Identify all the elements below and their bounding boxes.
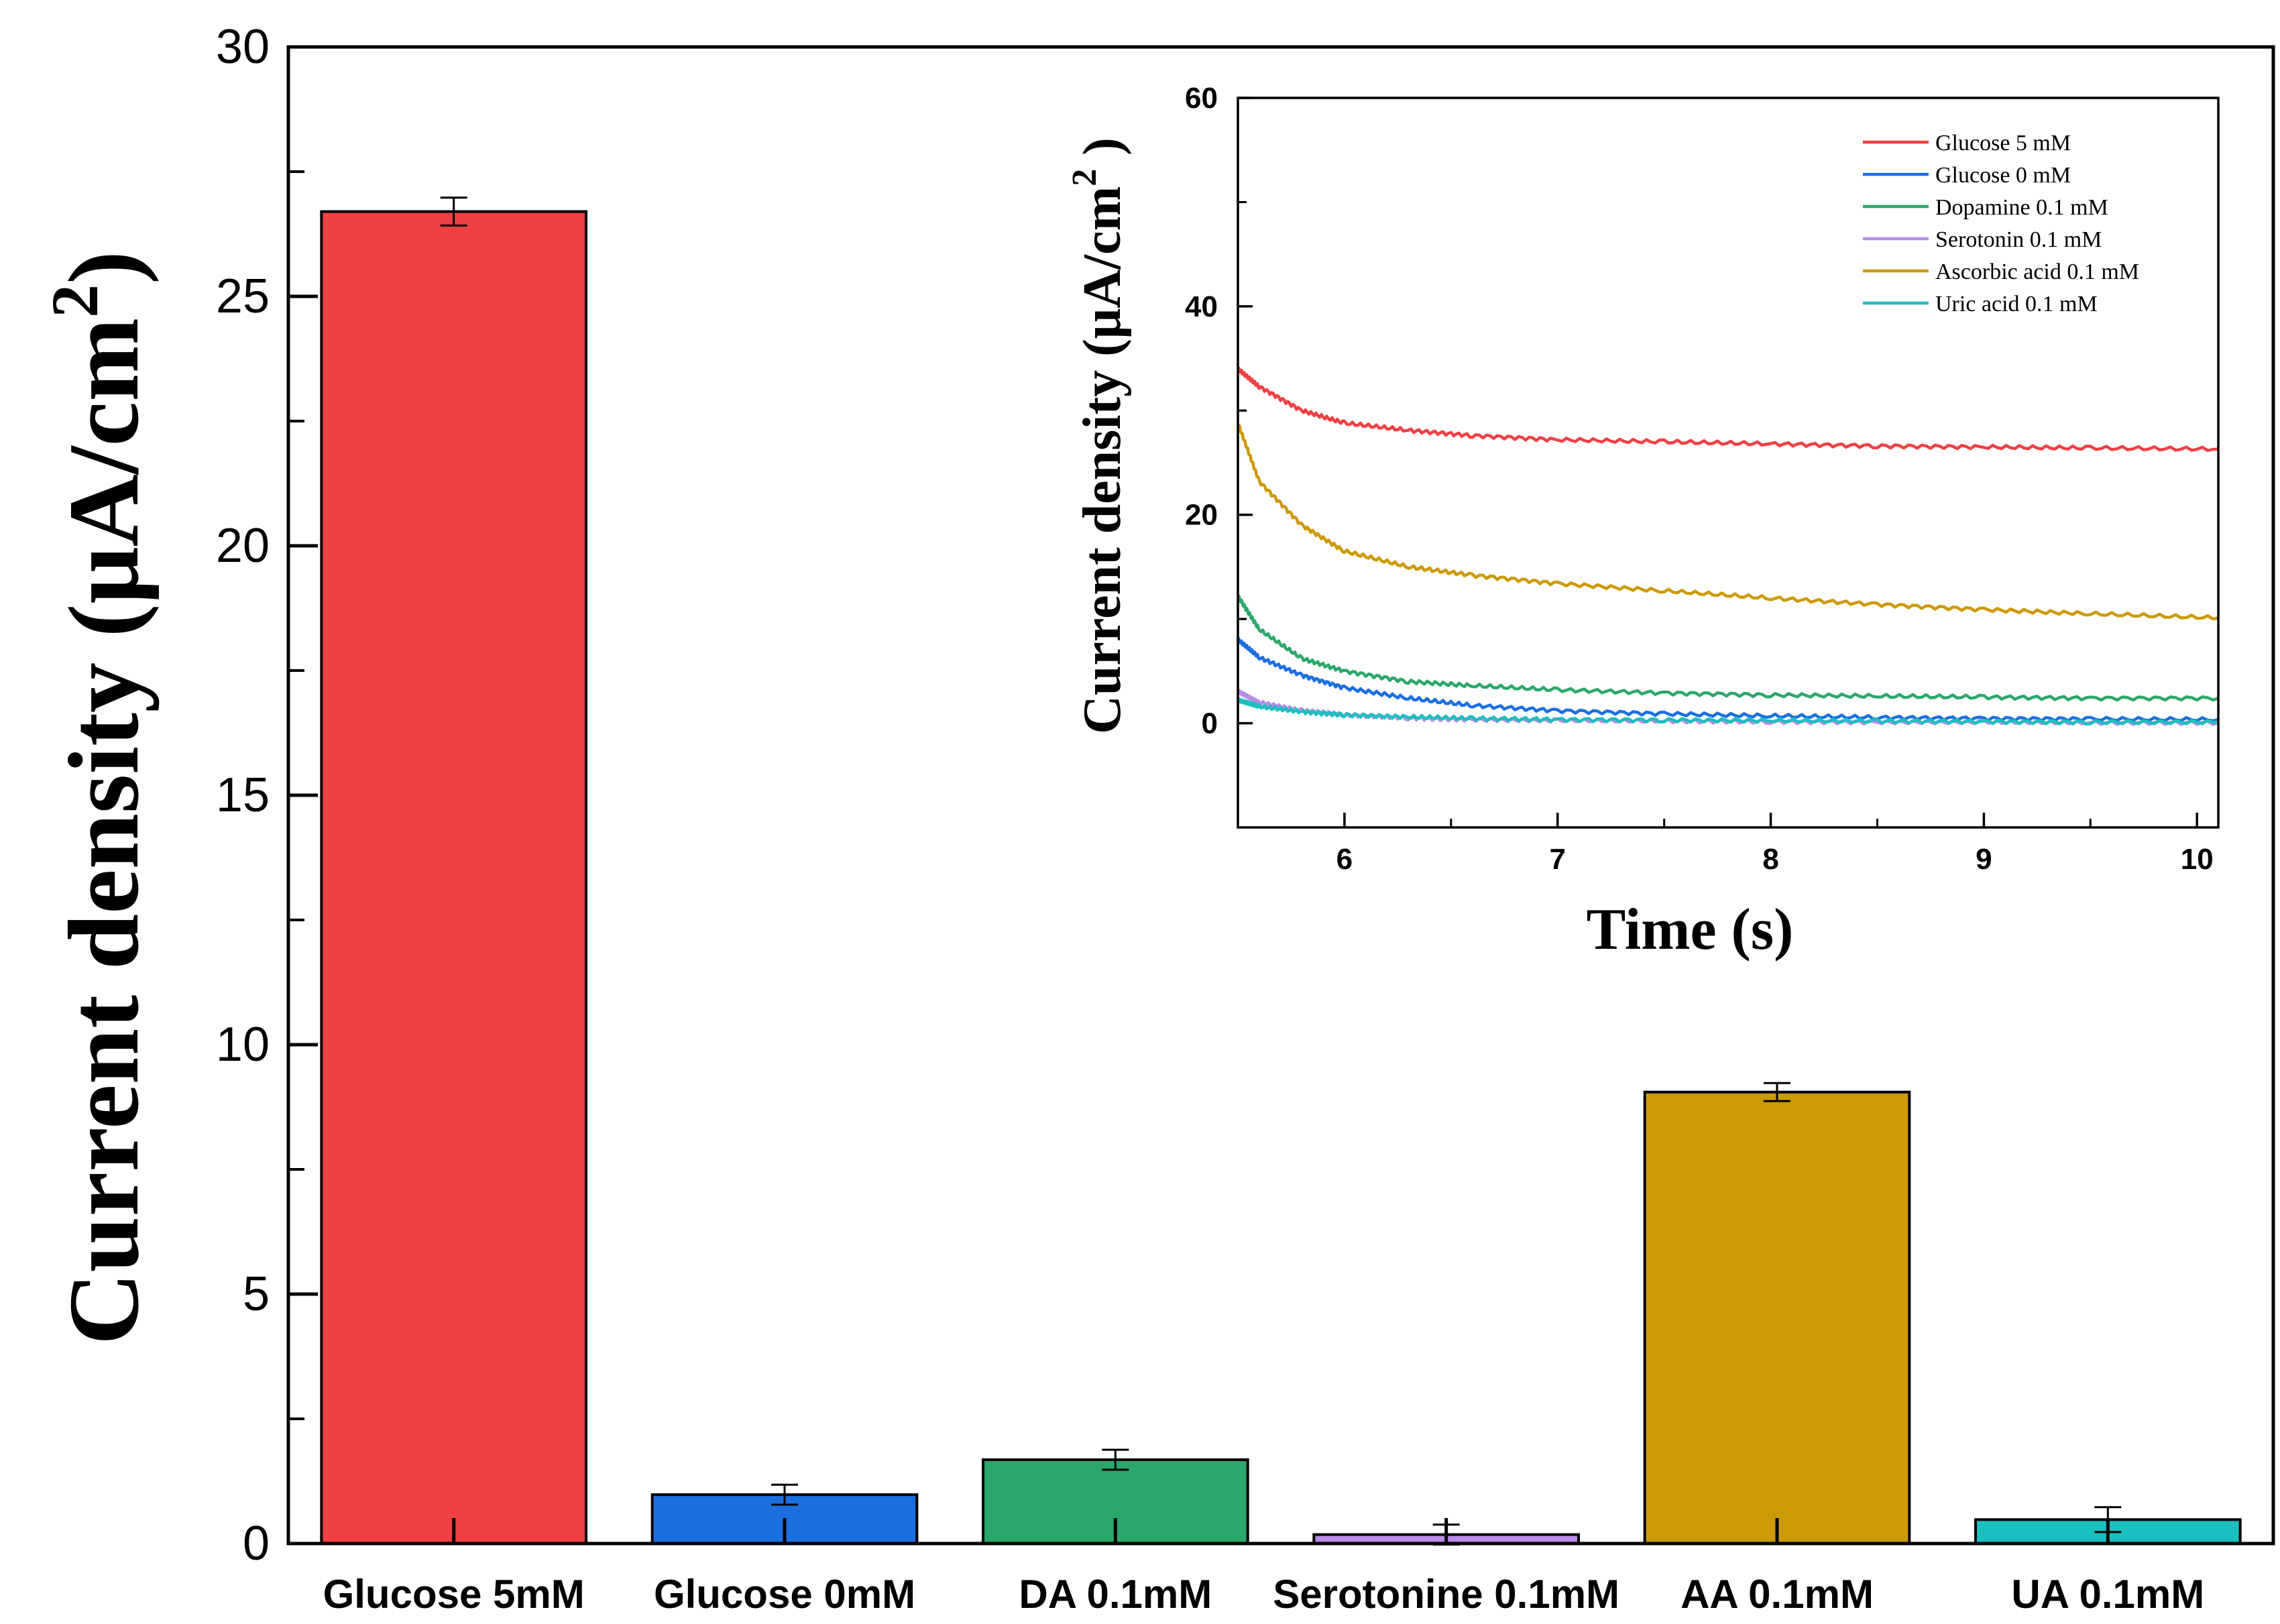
y-axis-label-superscript: 2 (38, 284, 112, 318)
y-axis-label-close: ) (48, 251, 160, 284)
y-axis-label-text: Current density (μA/cm (48, 318, 160, 1345)
inset-line-chart: 0 20 40 60 6 7 8 9 10 Time (s) Current density … (1066, 82, 2220, 962)
y-tick-label-2: 10 (216, 1018, 270, 1071)
legend-label-1: Glucose 0 mM (1935, 163, 2071, 188)
inset-y-tick-label-1: 20 (1185, 499, 1218, 532)
y-tick-label-3: 15 (216, 768, 270, 822)
legend-label-3: Serotonin 0.1 mM (1935, 227, 2102, 252)
inset-y-axis-label-superscript: 2 (1066, 169, 1104, 186)
x-tick-label-0: Glucose 5mM (323, 1572, 585, 1617)
y-tick-label-1: 5 (243, 1267, 270, 1321)
inset-x-axis-label: Time (s) (1587, 897, 1794, 962)
inset-y-axis-label: Current density (μA/cm2 ) (1066, 137, 1132, 734)
svg-text:Current density (μA/cm2): Current density (μA/cm2) (38, 251, 160, 1345)
y-axis-label: Current density (μA/cm2) (38, 251, 160, 1345)
series-line-2 (1236, 594, 2219, 702)
x-tick-label-1: Glucose 0mM (654, 1572, 915, 1617)
inset-x-tick-label-1: 7 (1549, 843, 1565, 876)
y-axis-ticks: 0 5 10 15 20 25 30 (216, 20, 318, 1570)
inset-series-layer (1236, 366, 2219, 726)
x-tick-label-2: DA 0.1mM (1019, 1572, 1212, 1617)
inset-x-axis-ticks: 6 7 8 9 10 (1336, 813, 2214, 876)
x-tick-label-5: UA 0.1mM (2011, 1572, 2204, 1617)
inset-y-axis-label-close: ) (1073, 137, 1132, 169)
legend-label-5: Uric acid 0.1 mM (1935, 292, 2098, 316)
x-axis-ticks: Glucose 5mM Glucose 0mM DA 0.1mM Serotonine… (323, 1518, 2204, 1617)
error-bar-layer (440, 196, 2122, 1546)
legend-label-2: Dopamine 0.1 mM (1935, 195, 2108, 220)
inset-legend: Glucose 5 mM Glucose 0 mM Dopamine 0.1 mM S… (1863, 131, 2139, 316)
y-tick-label-5: 25 (216, 270, 270, 323)
legend-label-0: Glucose 5 mM (1935, 131, 2071, 156)
legend-label-4: Ascorbic acid 0.1 mM (1935, 259, 2139, 284)
y-tick-label-0: 0 (243, 1517, 270, 1570)
inset-x-tick-label-4: 10 (2181, 843, 2214, 876)
series-line-1 (1236, 637, 2219, 723)
inset-y-axis-ticks: 0 20 40 60 (1185, 82, 1253, 829)
inset-y-axis-label-text: Current density (μA/cm (1073, 186, 1132, 734)
inset-plot-frame (1237, 97, 2220, 829)
series-line-5 (1237, 697, 2219, 726)
bar-4 (1643, 1090, 1911, 1546)
bar-0 (320, 210, 587, 1545)
x-tick-label-3: Serotonine 0.1mM (1273, 1572, 1619, 1617)
bar-layer (320, 210, 2242, 1546)
y-tick-label-4: 20 (216, 519, 270, 573)
inset-x-tick-label-3: 9 (1976, 843, 1992, 876)
x-tick-label-4: AA 0.1mM (1680, 1572, 1874, 1617)
svg-text:Current density (μA/cm2 ): Current density (μA/cm2 ) (1066, 137, 1132, 734)
inset-y-tick-label-2: 40 (1185, 290, 1218, 323)
inset-y-tick-label-3: 60 (1185, 82, 1218, 115)
y-tick-label-6: 30 (216, 20, 270, 74)
series-line-4 (1237, 423, 2219, 621)
inset-y-tick-label-0: 0 (1202, 707, 1218, 740)
series-line-0 (1237, 366, 2219, 453)
inset-x-tick-label-2: 8 (1762, 843, 1778, 876)
inset-x-tick-label-0: 6 (1336, 843, 1353, 876)
